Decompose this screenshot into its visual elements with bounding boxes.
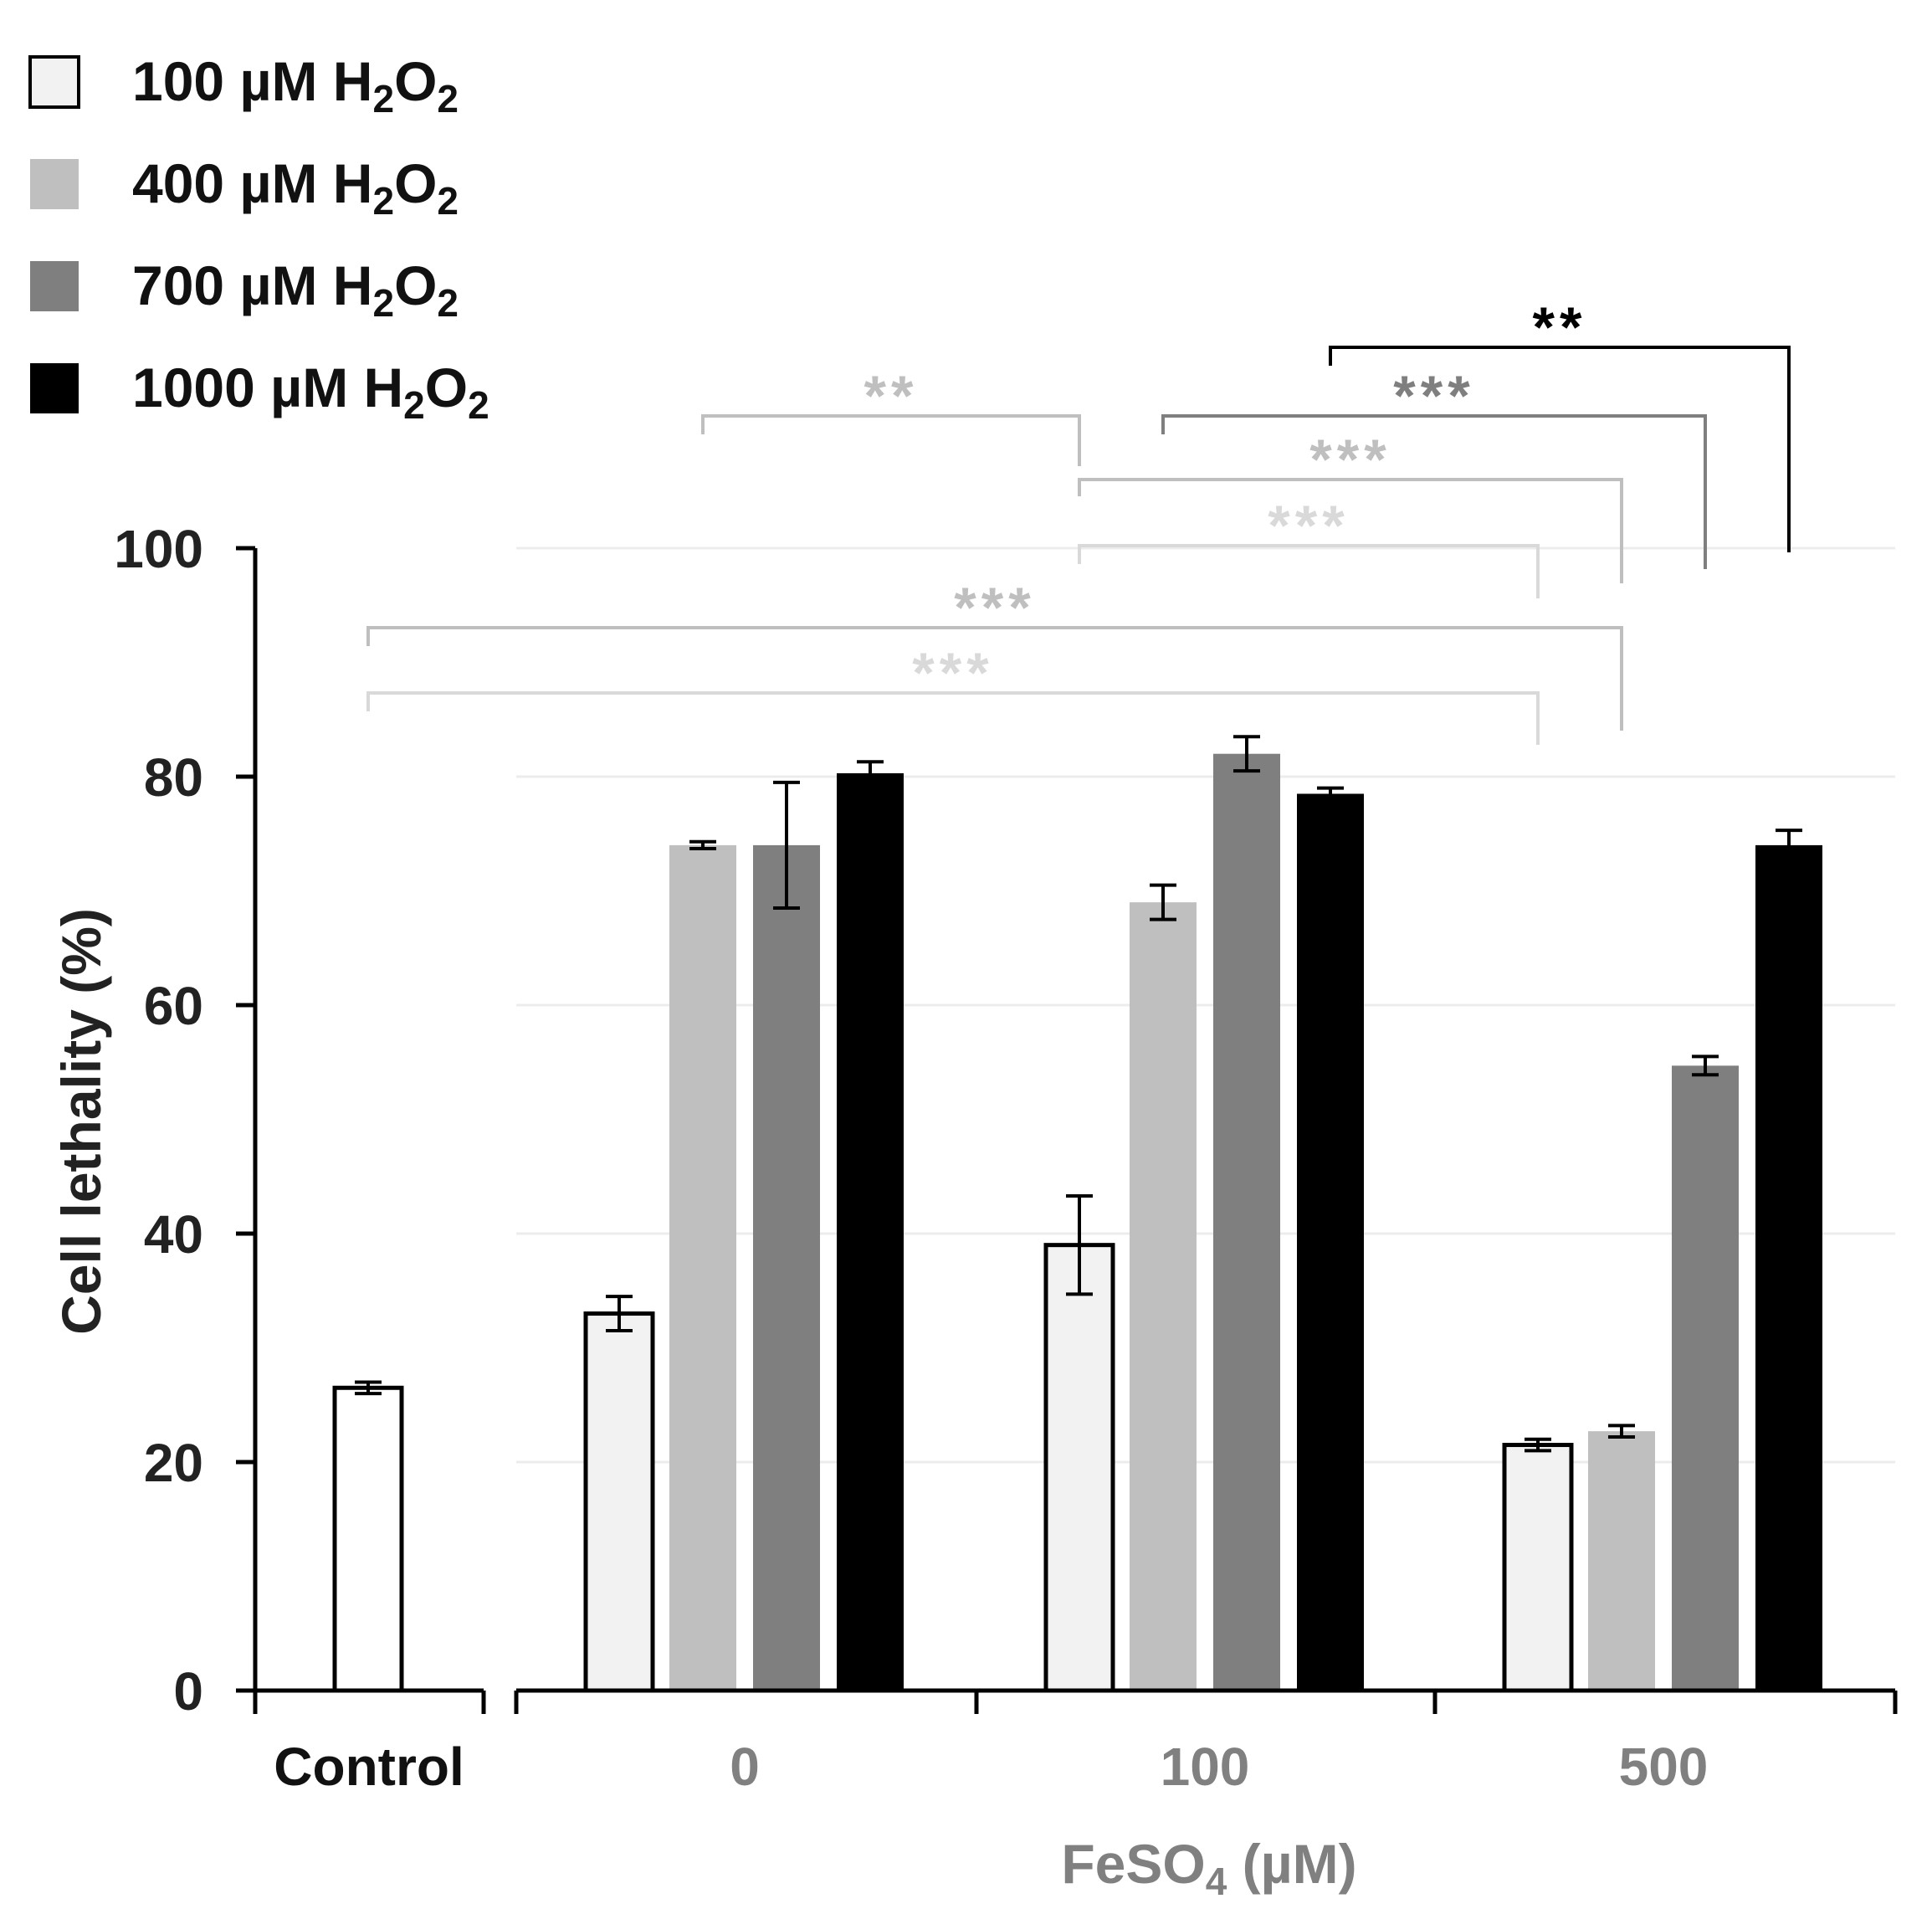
bar xyxy=(837,772,904,1691)
significance-label: ** xyxy=(1533,295,1587,359)
bar xyxy=(1672,1065,1739,1691)
significance-bracket xyxy=(1161,414,1707,569)
bar xyxy=(1588,1431,1655,1691)
legend-label: 400 µM H2O2 xyxy=(132,152,459,223)
axis-ticks: 0 20 40 60 80 100 Control 0 100 500 xyxy=(114,519,1898,1797)
legend-swatch xyxy=(28,55,80,109)
significance-label: *** xyxy=(1309,428,1391,491)
significance-bracket xyxy=(701,414,1081,466)
bar xyxy=(1213,753,1280,1691)
bar xyxy=(583,1311,655,1693)
bar xyxy=(1755,844,1822,1691)
gridlines xyxy=(516,546,1895,1464)
significance-label: *** xyxy=(1393,364,1474,428)
bar xyxy=(1130,902,1197,1691)
legend-swatch xyxy=(30,363,79,413)
x-tick-label-control: Control xyxy=(274,1737,464,1797)
bars xyxy=(332,735,1822,1693)
significance-bracket xyxy=(1329,346,1791,552)
legend-label: 700 µM H2O2 xyxy=(132,254,459,325)
significance-brackets: ** ***************** xyxy=(366,295,1791,745)
significance-bracket xyxy=(1078,478,1623,583)
x-tick-label: 500 xyxy=(1619,1737,1709,1797)
significance-bracket xyxy=(366,691,1540,745)
significance-bracket xyxy=(1078,544,1540,598)
legend-label: 1000 µM H2O2 xyxy=(132,357,489,427)
legend-label: 100 µM H2O2 xyxy=(132,50,459,121)
bar xyxy=(1043,1243,1115,1693)
y-tick-label: 40 xyxy=(144,1204,203,1265)
y-tick-label: 20 xyxy=(144,1433,203,1493)
x-tick-label: 0 xyxy=(730,1737,760,1797)
significance-bracket xyxy=(366,626,1623,731)
bar xyxy=(753,844,820,1691)
y-tick-label: 0 xyxy=(173,1661,203,1722)
bar-control xyxy=(332,1385,404,1693)
legend-swatch xyxy=(30,159,79,209)
significance-label: *** xyxy=(912,641,993,705)
y-tick-label: 100 xyxy=(114,519,203,579)
bar xyxy=(669,844,736,1691)
x-tick-label: 100 xyxy=(1161,1737,1250,1797)
y-tick-label: 80 xyxy=(144,747,203,808)
significance-label: *** xyxy=(1268,494,1349,557)
bar xyxy=(1297,793,1364,1691)
y-axis-title: Cell lethality (%) xyxy=(50,908,112,1335)
significance-label: ** xyxy=(864,364,919,428)
y-tick-label: 60 xyxy=(144,976,203,1036)
axes: Cell lethality (%) FeSO4 (µM) xyxy=(50,548,1895,1903)
legend: 100 µM H2O2 400 µM H2O2 700 µM H2O2 1000 µM… xyxy=(28,50,489,427)
x-axis-title: FeSO4 (µM) xyxy=(1061,1833,1356,1903)
bar xyxy=(1502,1443,1574,1693)
significance-label: *** xyxy=(954,576,1035,639)
legend-swatch xyxy=(30,261,79,311)
